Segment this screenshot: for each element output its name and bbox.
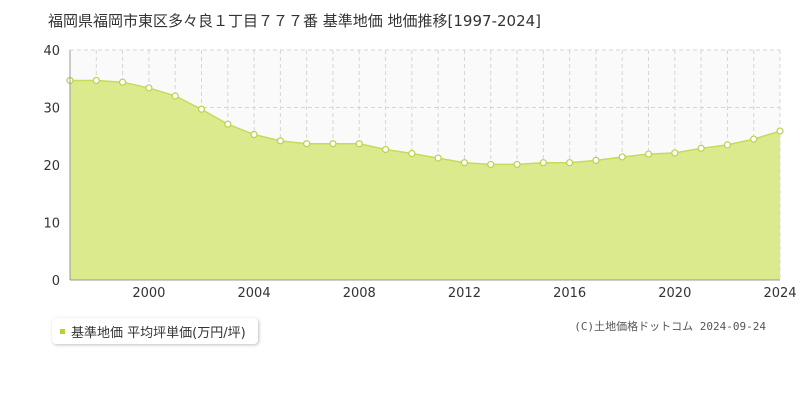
series-area <box>70 80 780 280</box>
data-point <box>381 145 390 154</box>
legend: 基準地価 平均坪単価(万円/坪) <box>52 318 258 344</box>
data-point <box>592 156 600 164</box>
data-point <box>644 150 653 158</box>
data-point <box>303 140 311 148</box>
series-line <box>70 79 781 166</box>
legend-marker <box>60 328 65 334</box>
y-tick-label: 40 <box>43 44 60 59</box>
data-point <box>224 120 232 128</box>
data-point <box>92 76 100 85</box>
data-point <box>671 149 679 157</box>
data-point <box>118 78 127 86</box>
y-tick-label: 10 <box>43 217 60 232</box>
data-point <box>539 159 547 167</box>
y-tick-label: 20 <box>43 159 60 174</box>
data-point <box>250 130 258 139</box>
x-tick-label: 2004 <box>238 286 271 301</box>
x-tick-label: 2012 <box>448 286 481 301</box>
data-point <box>618 153 626 161</box>
data-point <box>723 141 732 149</box>
x-tick-label: 2008 <box>343 286 376 301</box>
legend-label: 基準地価 平均坪単価(万円/坪) <box>71 325 246 341</box>
data-point <box>460 159 469 167</box>
data-point <box>776 127 784 135</box>
data-point <box>197 105 206 113</box>
x-tick-label: 2016 <box>553 286 586 301</box>
data-point <box>408 149 416 158</box>
data-point <box>171 92 179 100</box>
x-tick-label: 2024 <box>763 286 796 301</box>
data-point <box>697 144 705 152</box>
data-point <box>750 135 758 143</box>
data-point <box>434 154 442 162</box>
x-tick-label: 2020 <box>658 286 691 301</box>
copyright-text: (C)土地価格ドットコム 2024-09-24 <box>574 320 766 333</box>
data-point <box>487 160 495 169</box>
y-tick-label: 30 <box>43 102 60 117</box>
y-tick-label: 0 <box>52 274 60 289</box>
chart-title: 福岡県福岡市東区多々良１丁目７７７番 基準地価 地価推移[1997-2024] <box>48 12 542 30</box>
data-point <box>355 140 363 148</box>
data-point <box>513 160 521 169</box>
x-tick-label: 2000 <box>132 286 165 301</box>
data-point <box>276 137 284 145</box>
data-point <box>566 159 574 167</box>
data-point <box>145 84 153 92</box>
data-point <box>329 140 337 148</box>
